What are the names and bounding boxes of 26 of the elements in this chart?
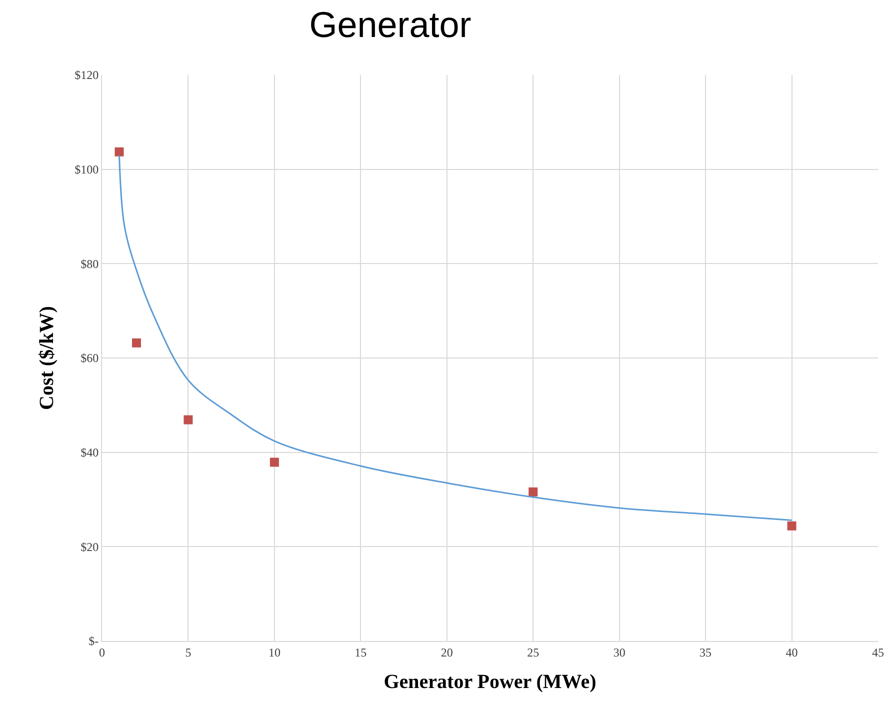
x-axis-title: Generator Power (MWe): [384, 670, 596, 693]
y-tick-label: $-: [88, 634, 99, 648]
point: [132, 338, 141, 348]
y-tick-label: $100: [74, 162, 99, 177]
y-tick-label: $120: [74, 68, 99, 82]
point: [270, 458, 279, 467]
point: [184, 415, 193, 424]
y-axis-title: Cost ($/kW): [36, 306, 58, 410]
x-tick-label: 15: [354, 645, 367, 660]
y-tick-label: $60: [80, 351, 99, 366]
x-tick-label: 0: [99, 645, 105, 660]
chart-title: Generator: [309, 4, 472, 46]
y-tick-label: $40: [80, 446, 99, 460]
y-tick-label: $20: [80, 540, 99, 554]
x-tick-label: 35: [700, 645, 712, 660]
x-tick-label: 30: [613, 645, 626, 660]
x-tick-label: 10: [268, 645, 280, 660]
x-tick-label: 40: [786, 645, 798, 660]
y-tick-label: $80: [80, 256, 99, 271]
point: [528, 487, 538, 496]
point: [114, 147, 124, 156]
x-tick-label: 20: [440, 645, 453, 660]
x-tick-label: 25: [527, 645, 540, 660]
point: [787, 521, 796, 530]
x-tick-label: 45: [872, 645, 884, 660]
x-tick-label: 5: [185, 645, 192, 660]
